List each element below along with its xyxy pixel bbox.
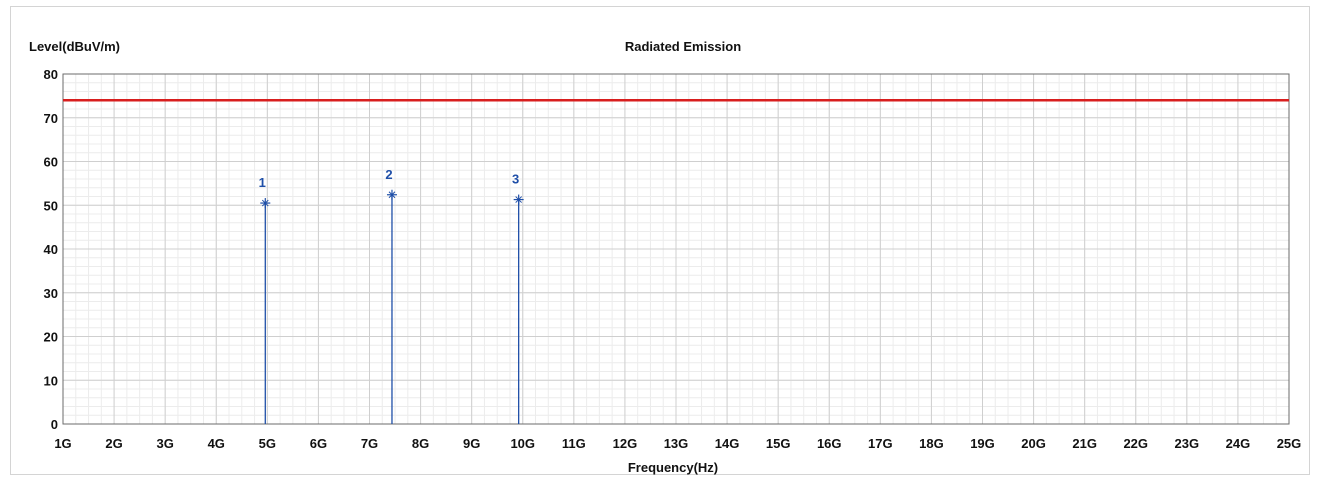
- y-axis-label: Level(dBuV/m): [29, 39, 120, 54]
- y-tick-label: 70: [44, 111, 58, 126]
- x-tick-label: 3G: [156, 436, 173, 451]
- x-tick-label: 2G: [105, 436, 122, 451]
- x-tick-label: 13G: [664, 436, 689, 451]
- x-tick-label: 12G: [613, 436, 638, 451]
- y-tick-label: 80: [44, 67, 58, 82]
- x-tick-label: 1G: [54, 436, 71, 451]
- marker-star-d2: [515, 196, 523, 203]
- y-tick-label: 0: [51, 417, 58, 432]
- x-tick-label: 11G: [562, 436, 586, 451]
- plot-frame: [62, 73, 1290, 425]
- x-tick-label: 21G: [1072, 436, 1097, 451]
- radiated-emission-chart: Level(dBuV/m) Radiated Emission Frequenc…: [29, 39, 1302, 475]
- x-tick-label: 5G: [259, 436, 276, 451]
- x-tick-label: 19G: [970, 436, 995, 451]
- axes: 1G 2G 3G 4G 5G 6G 7G 8G 9G 10G 11G 12G 13G 14G 15G 16G 1…: [44, 67, 1302, 451]
- grid: [62, 73, 1290, 425]
- x-tick-label: 14G: [715, 436, 740, 451]
- x-tick-label: 18G: [919, 436, 944, 451]
- x-tick-label: 17G: [868, 436, 893, 451]
- x-tick-label: 6G: [310, 436, 327, 451]
- chart-title: Radiated Emission: [625, 39, 741, 54]
- x-tick-label: 7G: [361, 436, 378, 451]
- marker-star: [260, 198, 271, 209]
- marker-label: 2: [385, 167, 392, 182]
- marker-star: [513, 194, 524, 205]
- marker-star-d2: [388, 191, 396, 199]
- x-tick-label: 4G: [208, 436, 225, 451]
- x-tick-label: 20G: [1021, 436, 1046, 451]
- y-tick-label: 20: [44, 330, 58, 345]
- marker-label: 1: [259, 175, 266, 190]
- y-tick-label: 30: [44, 286, 58, 301]
- x-tick-label: 24G: [1226, 436, 1251, 451]
- x-tick-label: 15G: [766, 436, 791, 451]
- x-axis-label: Frequency(Hz): [628, 460, 718, 475]
- x-tick-label: 8G: [412, 436, 429, 451]
- x-tick-label: 25G: [1277, 436, 1302, 451]
- chart-panel: Level(dBuV/m) Radiated Emission Frequenc…: [10, 6, 1310, 475]
- x-tick-label: 10G: [510, 436, 535, 451]
- marker-star-d2: [261, 199, 269, 207]
- marker-star: [386, 189, 397, 200]
- marker-label: 3: [512, 172, 519, 187]
- y-tick-label: 40: [44, 242, 58, 257]
- y-tick-label: 10: [44, 373, 58, 388]
- x-tick-label: 9G: [463, 436, 480, 451]
- y-tick-label: 50: [44, 198, 58, 213]
- x-tick-label: 22G: [1123, 436, 1148, 451]
- x-tick-label: 16G: [817, 436, 842, 451]
- x-tick-label: 23G: [1175, 436, 1200, 451]
- y-tick-label: 60: [44, 155, 58, 170]
- markers: 1 2 3: [259, 167, 524, 424]
